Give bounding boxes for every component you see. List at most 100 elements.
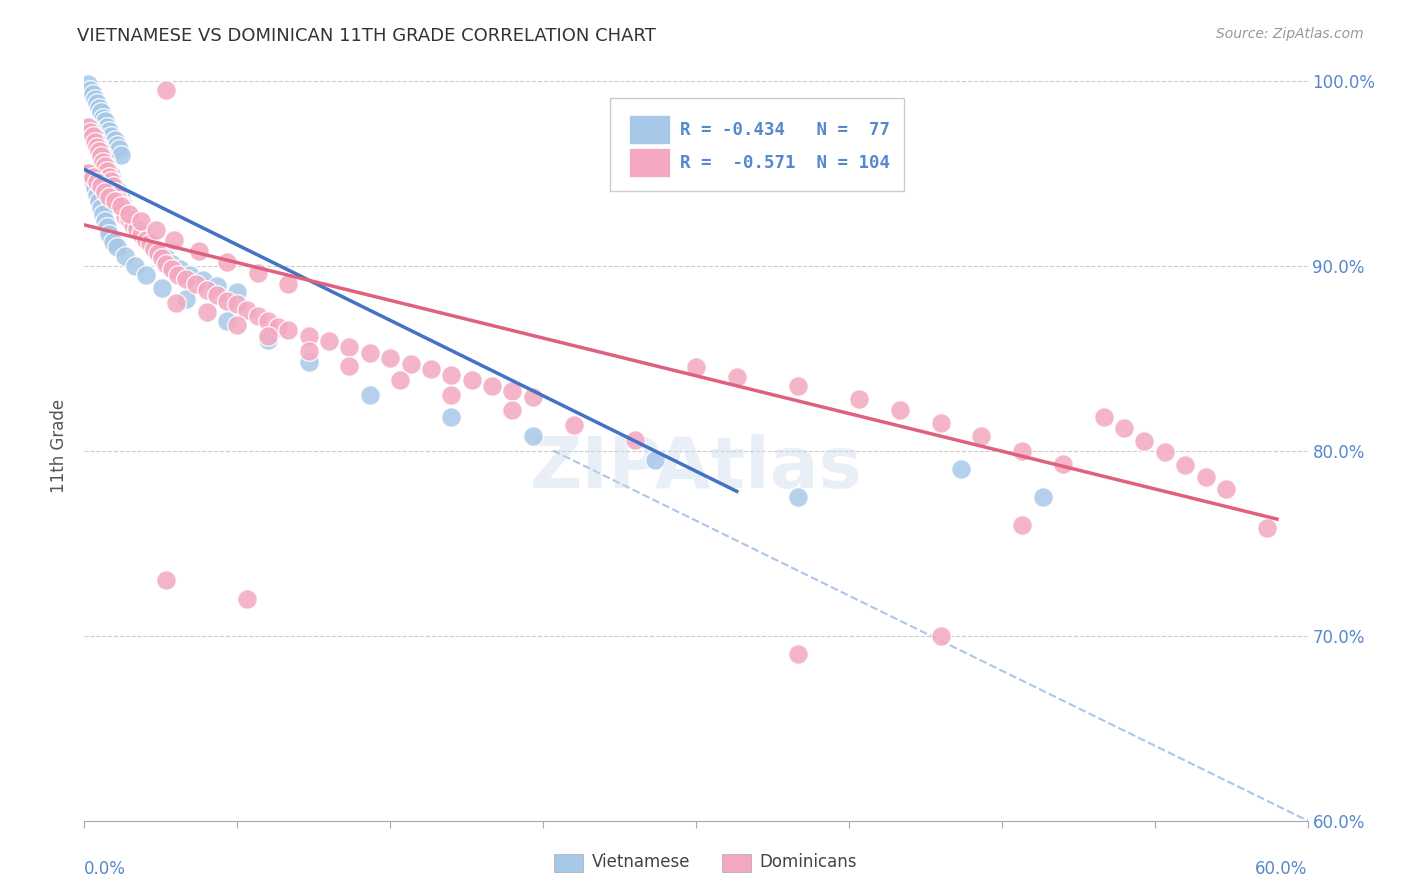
Point xyxy=(298,343,321,358)
Point xyxy=(359,345,381,359)
Point xyxy=(226,285,249,299)
Point xyxy=(950,462,973,476)
Text: Dominicans: Dominicans xyxy=(759,853,858,871)
Point xyxy=(179,268,201,282)
Point xyxy=(82,129,104,144)
Text: 60.0%: 60.0% xyxy=(1256,860,1308,878)
Point xyxy=(191,273,214,287)
Point xyxy=(257,314,280,328)
Point xyxy=(929,416,952,430)
Point xyxy=(96,120,118,134)
Text: 0.0%: 0.0% xyxy=(84,860,127,878)
Point xyxy=(165,295,187,310)
Point xyxy=(93,153,115,168)
Point xyxy=(440,388,463,402)
Point xyxy=(87,194,110,208)
Point xyxy=(461,373,484,387)
Point xyxy=(502,384,524,399)
Point xyxy=(83,92,105,106)
Point xyxy=(167,268,190,282)
Point xyxy=(86,140,108,154)
Point xyxy=(174,271,197,285)
Text: ZIPAtlas: ZIPAtlas xyxy=(530,434,862,503)
Point xyxy=(1032,490,1054,504)
Text: R =  -0.571  N = 104: R = -0.571 N = 104 xyxy=(681,153,890,172)
Point xyxy=(217,255,239,269)
Point xyxy=(787,379,810,393)
Point xyxy=(101,235,124,249)
Point xyxy=(145,242,167,256)
Point xyxy=(205,279,228,293)
Point xyxy=(104,179,127,194)
Point xyxy=(420,362,443,376)
Point xyxy=(136,233,159,247)
Point xyxy=(1215,483,1237,497)
Point xyxy=(91,111,114,125)
Point xyxy=(195,305,218,319)
Point xyxy=(87,140,110,154)
Point xyxy=(77,120,100,134)
Point xyxy=(217,314,239,328)
FancyBboxPatch shape xyxy=(628,115,671,145)
Point xyxy=(120,212,142,227)
Point xyxy=(339,340,361,354)
Point xyxy=(160,262,183,277)
Point xyxy=(226,318,249,332)
Point xyxy=(101,179,124,194)
Point xyxy=(257,333,280,347)
Point xyxy=(112,203,135,218)
Point xyxy=(97,227,120,242)
Point xyxy=(1052,457,1074,471)
Point xyxy=(110,192,132,206)
Point xyxy=(187,244,209,258)
Point xyxy=(145,223,167,237)
Point xyxy=(186,277,208,292)
Point xyxy=(141,236,163,251)
Point xyxy=(135,268,157,282)
Point xyxy=(380,351,402,365)
Point xyxy=(1133,434,1156,449)
Point xyxy=(104,133,127,147)
Point xyxy=(522,429,544,443)
Point xyxy=(787,647,810,661)
Point xyxy=(195,283,218,297)
FancyBboxPatch shape xyxy=(628,148,671,178)
Point xyxy=(267,319,290,334)
Point xyxy=(96,164,118,178)
Point xyxy=(104,194,127,208)
Point xyxy=(236,303,259,318)
Point xyxy=(105,240,128,254)
Point xyxy=(127,221,149,235)
Point xyxy=(155,573,177,587)
Point xyxy=(105,188,128,202)
FancyBboxPatch shape xyxy=(554,854,583,871)
Point xyxy=(128,221,150,235)
Point xyxy=(100,168,122,182)
Point xyxy=(96,219,118,234)
Point xyxy=(93,114,115,128)
Point xyxy=(87,101,110,115)
Point xyxy=(174,292,197,306)
Point xyxy=(1011,517,1033,532)
Point xyxy=(624,433,647,447)
Point xyxy=(108,188,131,202)
Point xyxy=(77,166,100,180)
Point xyxy=(131,214,153,228)
Point xyxy=(93,214,115,228)
Point xyxy=(79,83,101,97)
Point xyxy=(399,357,422,371)
Point xyxy=(359,388,381,402)
Point xyxy=(77,78,100,92)
Point xyxy=(86,135,108,149)
Point xyxy=(90,144,112,158)
Point xyxy=(82,169,104,184)
Point xyxy=(87,144,110,158)
Point xyxy=(122,218,145,232)
Point xyxy=(848,392,870,406)
Point xyxy=(236,591,259,606)
Point xyxy=(124,259,146,273)
Point xyxy=(91,207,114,221)
Point xyxy=(522,390,544,404)
Point xyxy=(298,355,321,369)
Point xyxy=(163,233,186,247)
